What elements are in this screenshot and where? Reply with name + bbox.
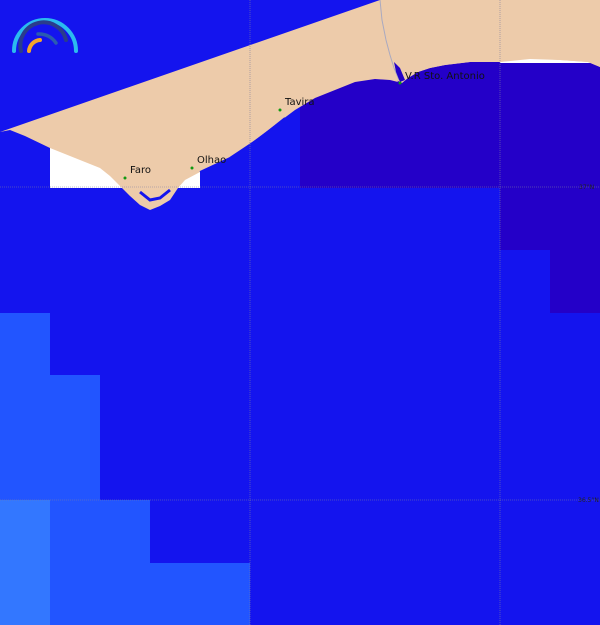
town-marker-icon [278,108,282,112]
town-vr-sto-antonio[interactable]: V.R Sto. Antonio [398,71,485,85]
sea-cell-dark [500,188,600,250]
lagoon-channel [199,117,286,173]
town-label: Tavira [284,97,315,108]
sea-cell-light [50,500,150,563]
sea-cell-light [50,563,250,625]
sea-cell-dark [550,250,600,313]
sea-cell-light [0,313,50,375]
town-olhao[interactable]: Olhao [190,155,227,170]
town-label: Olhao [197,155,226,166]
grid-label-lat: 37°N [579,184,594,191]
river-guadiana [379,0,400,81]
grid-label-lat: 36.5°N [578,497,599,504]
land-east [380,0,600,82]
wave-arc-logo-icon [12,18,78,53]
sea-cell-light [0,375,100,500]
town-label: Faro [130,165,151,176]
town-label: V.R Sto. Antonio [405,71,485,82]
town-tavira[interactable]: Tavira [278,97,315,112]
town-marker-icon [398,81,402,85]
river-mouth [394,62,405,82]
town-faro[interactable]: Faro [123,165,151,180]
sea-cell-lightest [0,500,50,625]
lagoon-channel [139,188,171,202]
town-marker-icon [190,166,194,170]
town-marker-icon [123,176,127,180]
